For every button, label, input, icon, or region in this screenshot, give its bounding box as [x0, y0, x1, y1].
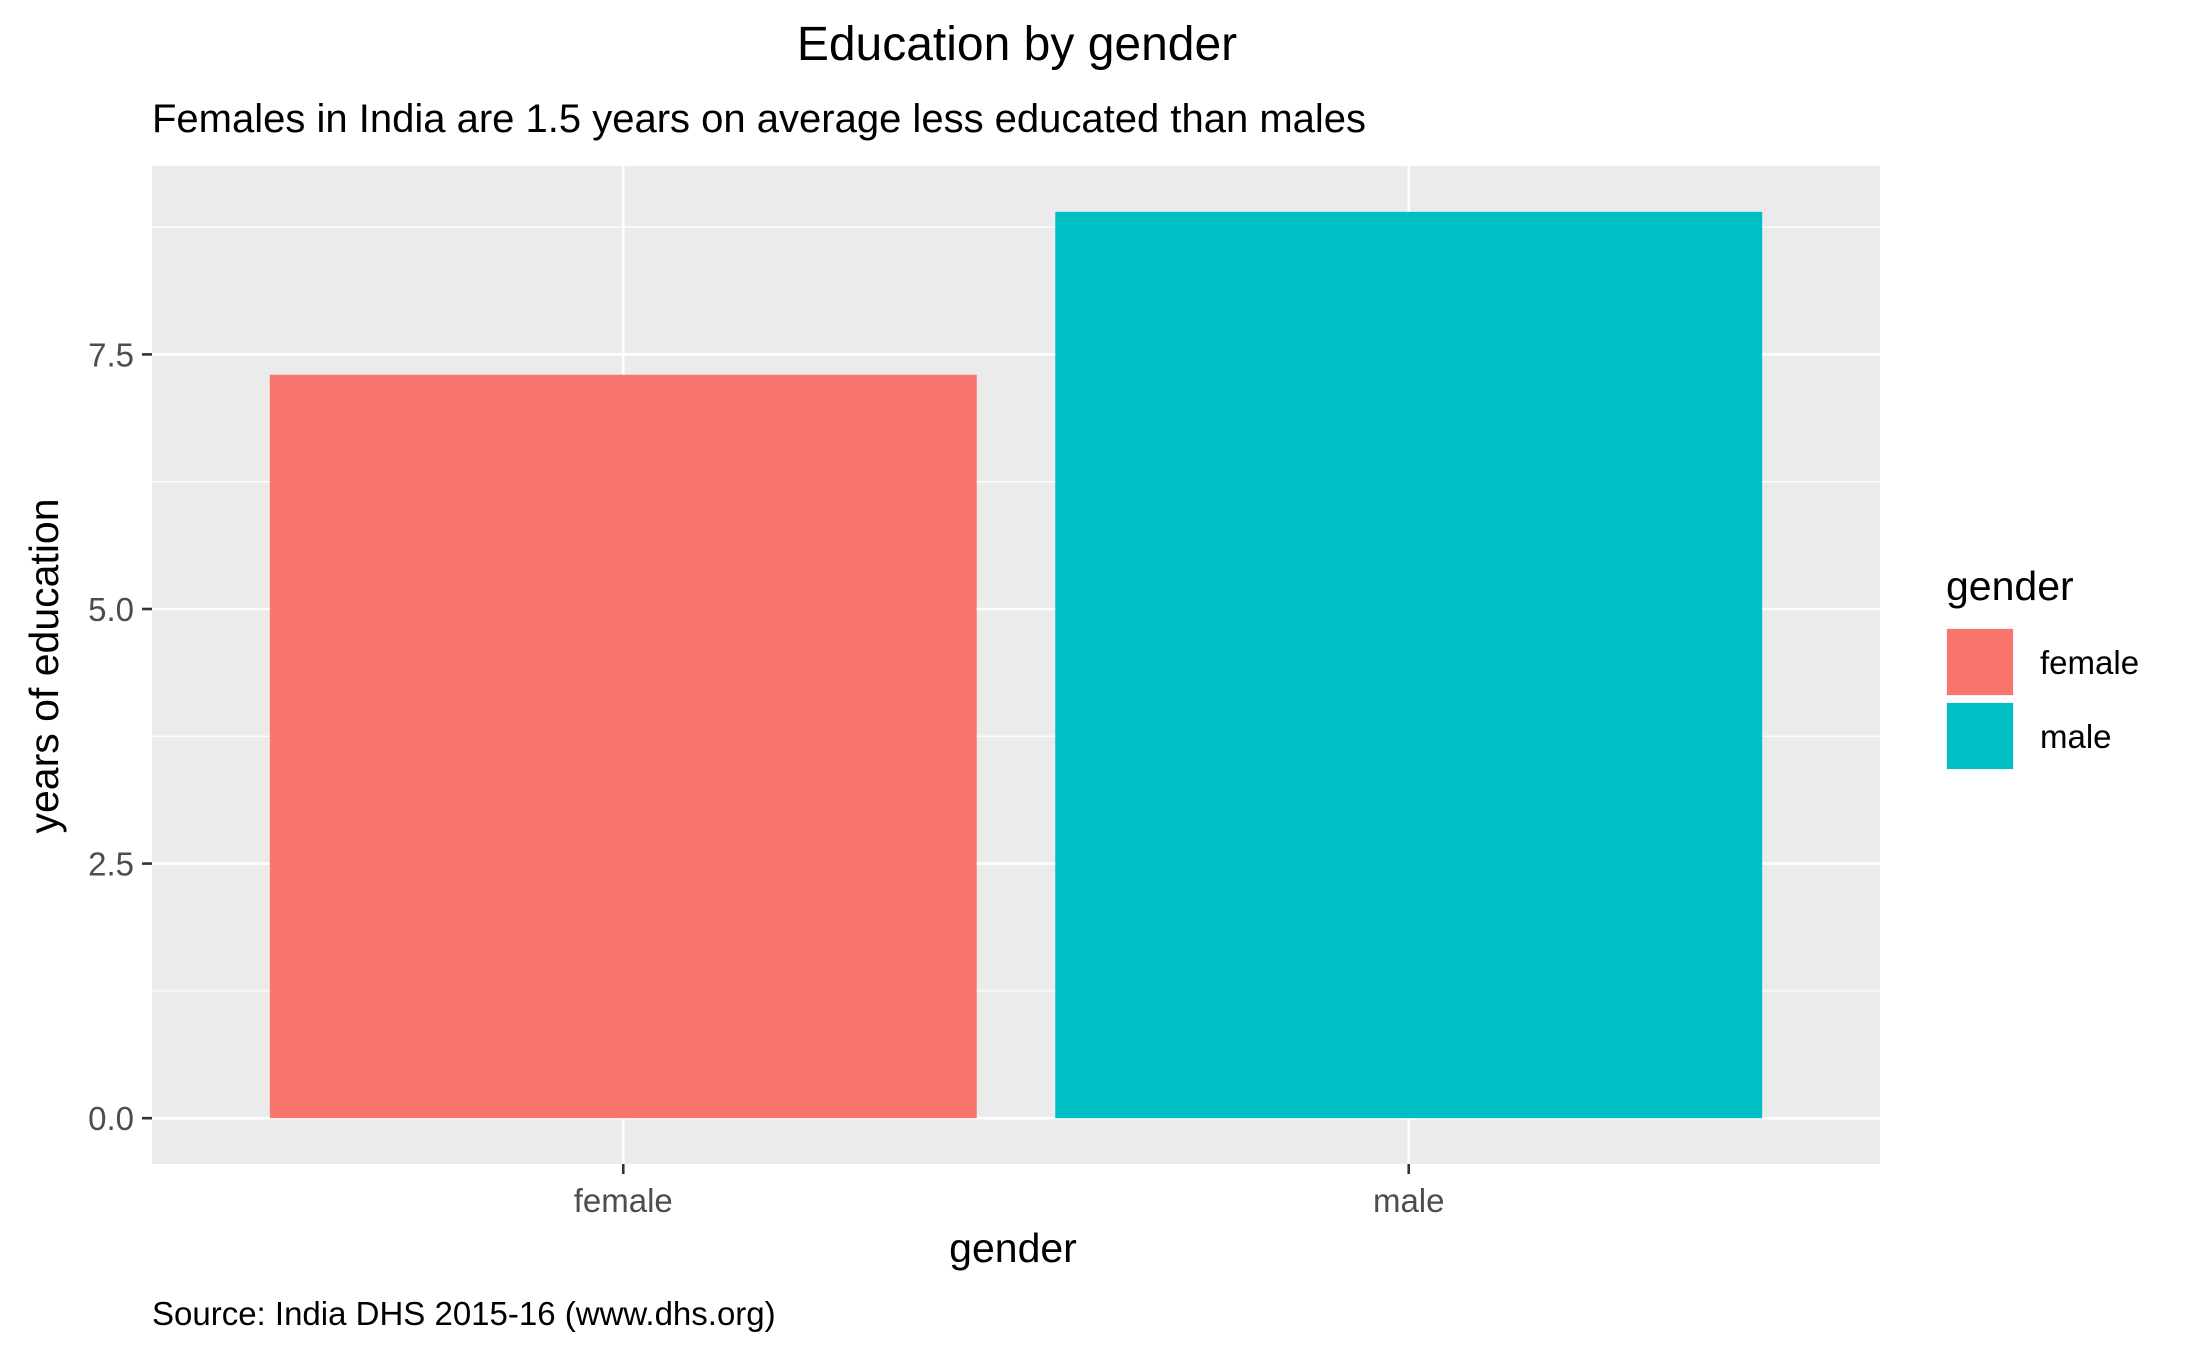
x-tick-label: male	[1373, 1182, 1445, 1219]
y-tick-label: 2.5	[88, 846, 134, 883]
y-tick-label: 7.5	[88, 336, 134, 373]
legend-label-male: male	[2040, 718, 2112, 755]
y-tick-label: 0.0	[88, 1100, 134, 1137]
chart-title: Education by gender	[797, 18, 1237, 71]
y-axis-title: years of education	[21, 498, 67, 833]
x-tick-label: female	[574, 1182, 673, 1219]
legend-title: gender	[1946, 563, 2074, 609]
bar-female	[269, 374, 977, 1119]
legend-items: female male	[1946, 628, 2139, 770]
legend-label-female: female	[2040, 644, 2139, 681]
y-axis: 0.0 2.5 5.0 7.5	[88, 336, 152, 1137]
x-axis: female male	[574, 1164, 1445, 1219]
legend-swatch-female	[1947, 629, 2013, 695]
bar-male	[1055, 211, 1763, 1119]
chart-caption: Source: India DHS 2015-16 (www.dhs.org)	[152, 1295, 776, 1332]
legend-swatch-male	[1947, 703, 2013, 769]
chart-subtitle: Females in India are 1.5 years on averag…	[152, 97, 1366, 141]
y-tick-label: 5.0	[88, 591, 134, 628]
bars	[269, 211, 1763, 1119]
x-axis-title: gender	[949, 1225, 1077, 1271]
legend: gender female male	[1946, 563, 2139, 770]
